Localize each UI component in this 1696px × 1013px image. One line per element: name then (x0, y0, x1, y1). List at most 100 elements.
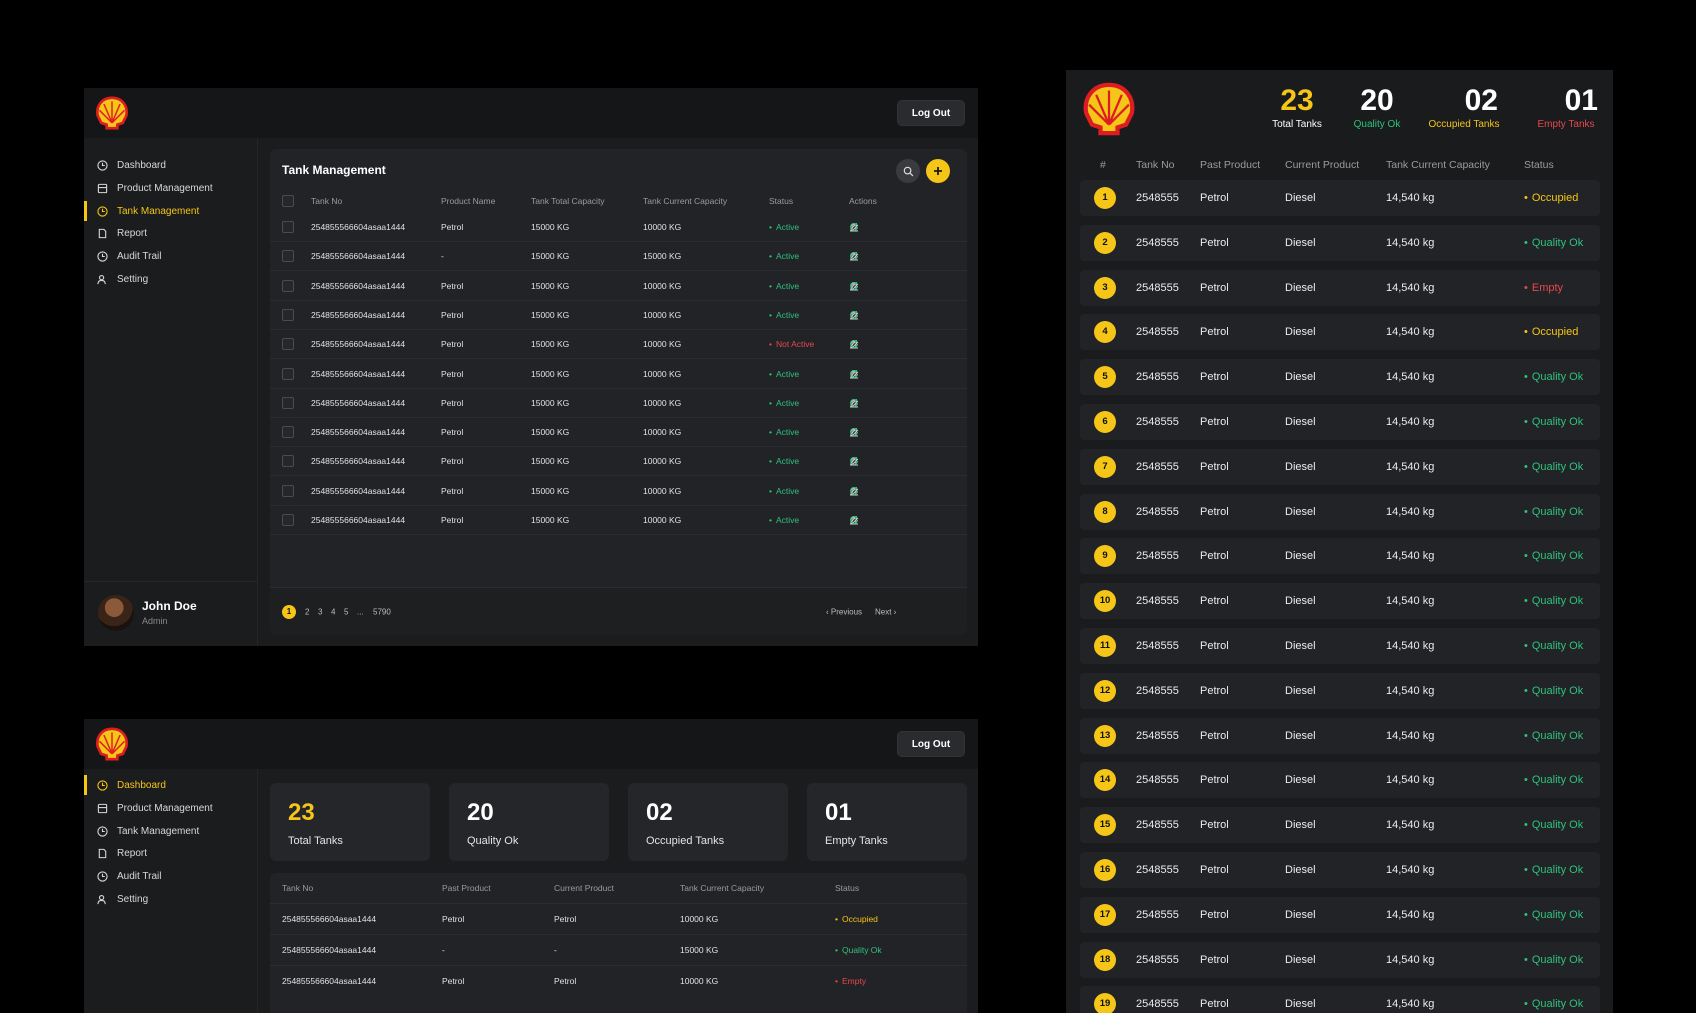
refresh-icon[interactable] (849, 251, 859, 261)
table-row: 254855566604asaa1444 Petrol 15000 KG 10000 … (270, 360, 967, 389)
column-header: Status (1524, 159, 1554, 171)
clock-icon (96, 159, 108, 171)
sidebar-item-product-management[interactable]: Product Management (84, 177, 258, 199)
refresh-icon[interactable] (849, 427, 859, 437)
stat-card-quality-ok: 20 Quality Ok (449, 783, 609, 861)
tank-no: 2548555 (1136, 998, 1179, 1011)
tank-no: 2548555 (1136, 550, 1179, 563)
refresh-icon[interactable] (849, 515, 859, 525)
tank-no: 254855566604asaa1444 (311, 427, 406, 438)
tank-management-screen: Log Out Dashboard Product Management Tan… (84, 88, 978, 646)
next-button[interactable]: Next › (875, 607, 897, 616)
row-number-badge: 12 (1094, 679, 1116, 702)
row-checkbox[interactable] (282, 484, 294, 497)
tank-no: 254855566604asaa1444 (282, 914, 377, 924)
table-row: 18 2548555 Petrol Diesel 14,540 kg Quality Ok (1080, 941, 1600, 978)
row-number-badge: 1 (1094, 187, 1116, 209)
sidebar-item-report[interactable]: Report (84, 222, 258, 244)
current-product: Diesel (1285, 819, 1316, 832)
sidebar-item-audit-trail[interactable]: Audit Trail (84, 865, 258, 887)
refresh-icon[interactable] (849, 369, 859, 379)
product-name: Petrol (441, 515, 464, 525)
sidebar-item-dashboard[interactable]: Dashboard (84, 774, 258, 796)
sidebar-item-audit-trail[interactable]: Audit Trail (84, 245, 258, 267)
table-row: 3 2548555 Petrol Diesel 14,540 kg Empty (1080, 269, 1600, 306)
current-product: Diesel (1285, 729, 1316, 742)
page-button[interactable]: 5790 (373, 607, 391, 616)
refresh-icon[interactable] (849, 339, 859, 349)
current-product: Diesel (1285, 595, 1316, 608)
row-checkbox[interactable] (282, 308, 294, 321)
past-product: Petrol (1200, 192, 1229, 204)
sidebar-item-dashboard[interactable]: Dashboard (84, 154, 258, 176)
user-profile[interactable]: John Doe Admin (84, 581, 258, 646)
current-product: Diesel (1285, 281, 1316, 294)
column-header: Status (769, 196, 794, 206)
tank-capacity: 14,540 kg (1386, 416, 1435, 428)
row-checkbox[interactable] (282, 455, 294, 468)
row-checkbox[interactable] (282, 396, 294, 409)
refresh-icon[interactable] (849, 222, 859, 232)
stat-label: Quality Ok (467, 835, 519, 847)
tank-capacity: 14,540 kg (1386, 236, 1435, 249)
sidebar-item-report[interactable]: Report (84, 842, 258, 864)
page-button[interactable]: 5 (344, 607, 349, 616)
logout-button[interactable]: Log Out (897, 731, 965, 757)
status-badge: Quality Ok (1524, 640, 1583, 652)
refresh-icon[interactable] (849, 486, 859, 496)
row-checkbox[interactable] (282, 338, 294, 351)
status-badge: Active (769, 310, 799, 320)
column-header: Status (835, 883, 860, 893)
row-checkbox[interactable] (282, 514, 294, 526)
sidebar-item-product-management[interactable]: Product Management (84, 797, 258, 819)
row-checkbox[interactable] (282, 250, 294, 263)
sidebar-item-tank-management[interactable]: Tank Management (84, 820, 258, 842)
tank-no: 2548555 (1136, 908, 1179, 921)
sidebar-item-setting[interactable]: Setting (84, 888, 258, 910)
page-button[interactable]: 4 (331, 607, 336, 616)
sidebar-item-tank-management[interactable]: Tank Management (84, 200, 258, 222)
stat-label: Empty Tanks (1537, 119, 1595, 130)
current-product: Diesel (1285, 953, 1316, 966)
refresh-icon[interactable] (849, 310, 859, 320)
sidebar: Dashboard Product Management Tank Manage… (84, 769, 258, 1013)
page-button[interactable]: 3 (318, 607, 323, 616)
logout-button[interactable]: Log Out (897, 100, 965, 126)
product-name: Petrol (441, 485, 464, 496)
status-badge: Active (769, 486, 799, 496)
select-all-checkbox[interactable] (282, 195, 294, 207)
table-row: 14 2548555 Petrol Diesel 14,540 kg Quality Ok (1080, 762, 1600, 799)
refresh-icon[interactable] (849, 398, 859, 408)
status-badge: Quality Ok (1524, 819, 1583, 831)
tank-no: 2548555 (1136, 684, 1179, 697)
search-button[interactable] (896, 159, 920, 183)
tank-capacity: 14,540 kg (1386, 998, 1435, 1011)
tank-capacity: 14,540 kg (1386, 326, 1435, 339)
tank-no: 2548555 (1136, 505, 1179, 518)
add-tank-button[interactable] (926, 159, 950, 183)
row-checkbox[interactable] (282, 426, 294, 439)
row-checkbox[interactable] (282, 221, 294, 233)
clock-icon (96, 205, 108, 217)
current-product: Diesel (1285, 998, 1316, 1011)
row-checkbox[interactable] (282, 367, 294, 380)
tank-capacity: 14,540 kg (1386, 550, 1435, 563)
table-row: 1 2548555 Petrol Diesel 14,540 kg Occupied (1080, 180, 1600, 216)
tank-no: 254855566604asaa1444 (282, 945, 377, 955)
refresh-icon[interactable] (849, 281, 859, 291)
table-row: 13 2548555 Petrol Diesel 14,540 kg Quality Ok (1080, 717, 1600, 754)
page-button[interactable]: 1 (282, 604, 296, 619)
document-icon (96, 227, 108, 239)
current-product: Diesel (1285, 550, 1316, 563)
previous-button[interactable]: ‹ Previous (826, 607, 863, 616)
column-header: Tank No (1136, 159, 1175, 171)
page-button[interactable]: 2 (305, 607, 310, 616)
current-product: Diesel (1285, 774, 1316, 787)
table-row: 254855566604asaa1444 Petrol 15000 KG 10000 … (270, 506, 967, 535)
past-product: Petrol (442, 976, 465, 986)
sidebar-item-setting[interactable]: Setting (84, 268, 258, 290)
row-checkbox[interactable] (282, 279, 294, 292)
refresh-icon[interactable] (849, 456, 859, 466)
tank-capacity: 14,540 kg (1386, 684, 1435, 697)
tank-no: 2548555 (1136, 236, 1179, 249)
